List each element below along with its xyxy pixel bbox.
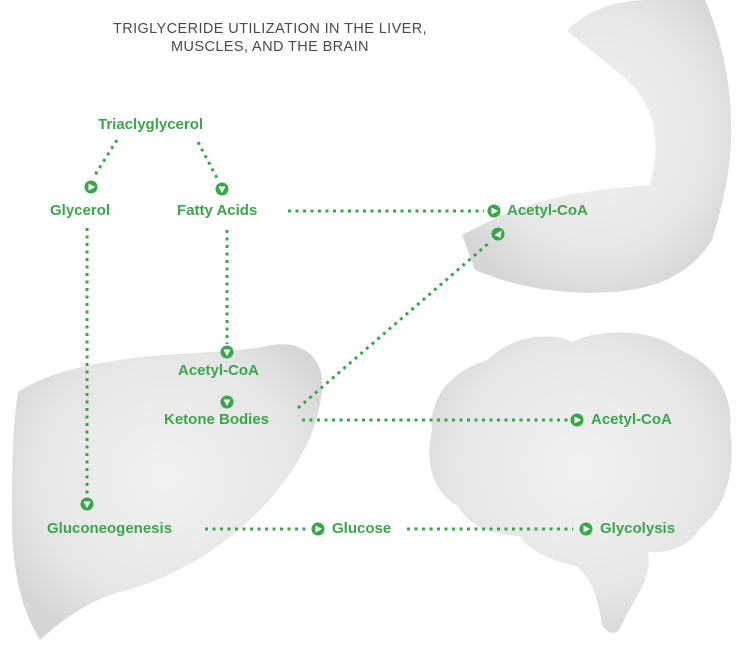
title-line-1: TRIGLYCERIDE UTILIZATION IN THE LIVER, xyxy=(112,21,428,37)
arrow-to-glycolysis xyxy=(579,522,593,536)
arrow-to-fatty-acids xyxy=(215,182,229,196)
node-triacylglycerol: Triaclyglycerol xyxy=(98,116,204,133)
node-glucose: Glucose xyxy=(332,520,392,537)
node-liver-acetyl-coa: Acetyl-CoA xyxy=(178,362,259,379)
liver-silhouette xyxy=(12,344,323,640)
arrow-to-muscle-acetyl-coa xyxy=(487,204,501,218)
arrow-to-glucose xyxy=(311,522,325,536)
node-fatty-acids: Fatty Acids xyxy=(177,202,258,219)
node-muscle-acetyl-coa: Acetyl-CoA xyxy=(507,202,588,219)
arrow-ketone-to-muscle xyxy=(491,227,505,241)
diagram-title: TRIGLYCERIDE UTILIZATION IN THE LIVER, M… xyxy=(60,20,480,56)
arrowheads xyxy=(80,180,593,536)
arrow-to-ketone-bodies xyxy=(220,395,234,409)
node-gluconeogenesis: Gluconeogenesis xyxy=(47,520,173,537)
arrow-to-liver-acetyl-coa xyxy=(220,345,234,359)
brain-silhouette xyxy=(429,332,732,633)
node-glycolysis: Glycolysis xyxy=(600,520,676,537)
node-glycerol: Glycerol xyxy=(50,202,111,219)
arrow-to-glycerol xyxy=(84,180,98,194)
arrow-to-brain-acetyl-coa xyxy=(570,413,584,427)
title-line-2: MUSCLES, AND THE BRAIN xyxy=(171,39,369,55)
node-ketone-bodies: Ketone Bodies xyxy=(164,411,270,428)
connector-ketone-bodies-muscle-acetyl-coa xyxy=(297,240,491,410)
connector-triacylglycerol-fatty-acids xyxy=(196,141,220,181)
connector-lines xyxy=(85,139,573,531)
node-brain-acetyl-coa: Acetyl-CoA xyxy=(591,411,672,428)
connector-triacylglycerol-glycerol xyxy=(91,139,119,179)
muscle-arm-silhouette xyxy=(462,0,732,293)
arrow-to-gluconeogenesis xyxy=(80,497,94,511)
